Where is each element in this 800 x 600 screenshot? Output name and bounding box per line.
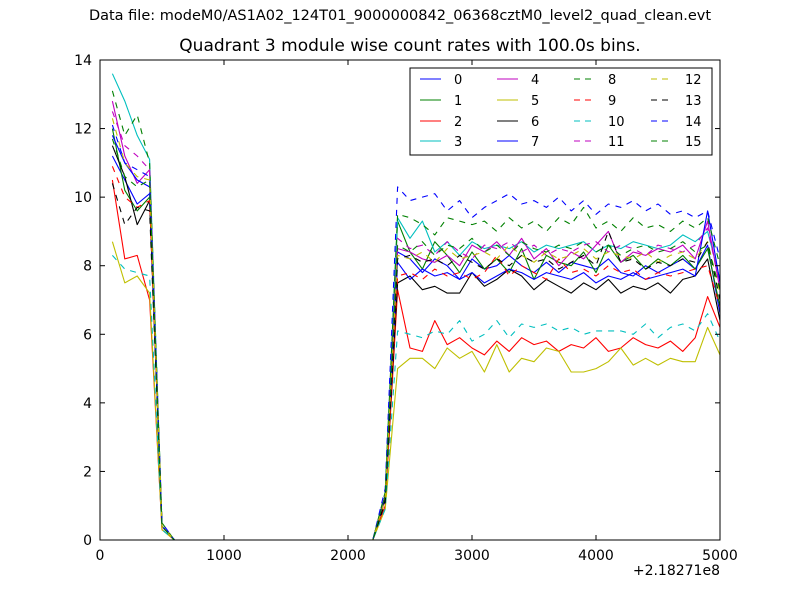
y-tick-label: 6 [83, 327, 92, 343]
legend-label-10: 10 [608, 115, 625, 130]
legend-label-12: 12 [685, 73, 702, 88]
series-group [111, 73, 720, 540]
suptitle: Data file: modeM0/AS1A02_124T01_90000008… [88, 8, 712, 24]
legend-label-15: 15 [685, 135, 702, 150]
series-line-10 [111, 255, 720, 540]
x-tick-label: 5000 [702, 548, 738, 564]
legend-label-14: 14 [685, 115, 702, 130]
legend-label-9: 9 [608, 94, 616, 109]
legend-label-6: 6 [531, 115, 539, 130]
x-offset-label: +2.18271e8 [632, 563, 720, 579]
x-tick-label: 1000 [206, 548, 242, 564]
plot-frame [99, 59, 721, 541]
legend-label-7: 7 [531, 135, 539, 150]
series-line-14 [111, 124, 720, 540]
y-tick-label: 2 [83, 464, 92, 480]
series-line-2 [111, 179, 720, 540]
legend-box [409, 67, 713, 156]
legend-label-4: 4 [531, 73, 539, 88]
x-tick-label: 4000 [578, 548, 614, 564]
series-line-4 [111, 100, 720, 540]
legend-label-1: 1 [454, 94, 462, 109]
series-line-7 [111, 135, 720, 540]
legend-label-11: 11 [608, 135, 625, 150]
y-tick-label: 8 [83, 259, 92, 275]
legend-label-5: 5 [531, 94, 539, 109]
legend-label-0: 0 [454, 73, 462, 88]
series-line-11 [111, 111, 720, 540]
series-line-1 [111, 128, 720, 540]
legend-label-2: 2 [454, 115, 462, 130]
y-tick-label: 10 [74, 190, 92, 206]
series-line-0 [111, 155, 720, 540]
series-line-8 [111, 90, 720, 540]
series-line-12 [111, 118, 720, 540]
series-line-5 [111, 241, 720, 540]
legend-label-3: 3 [454, 135, 462, 150]
y-tick-label: 14 [74, 53, 92, 69]
y-tick-label: 12 [74, 122, 92, 138]
series-line-9 [111, 166, 720, 540]
x-tick-label: 2000 [330, 548, 366, 564]
series-line-3 [111, 73, 720, 540]
x-tick-label: 0 [96, 548, 105, 564]
legend-label-13: 13 [685, 94, 702, 109]
series-line-6 [111, 145, 720, 540]
chart-title: Quadrant 3 module wise count rates with … [179, 36, 641, 56]
y-tick-label: 0 [83, 533, 92, 549]
y-tick-label: 4 [83, 396, 92, 412]
series-line-15 [111, 138, 720, 540]
series-line-13 [111, 183, 720, 540]
legend-label-8: 8 [608, 73, 616, 88]
x-tick-label: 3000 [454, 548, 490, 564]
